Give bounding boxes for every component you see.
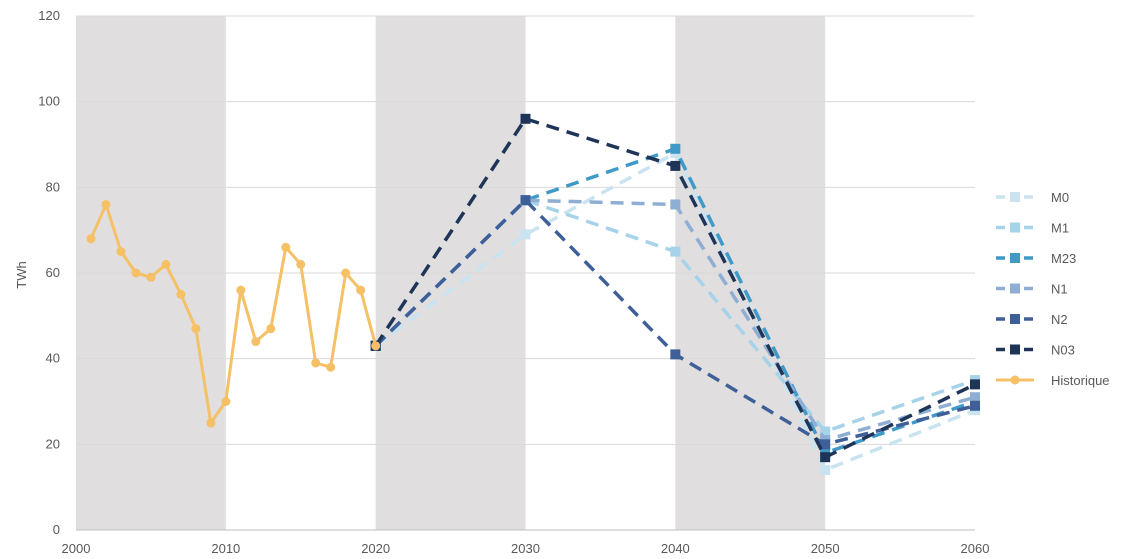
point-historique-2003	[116, 247, 126, 257]
y-tick-label-0: 0	[53, 522, 60, 537]
point-n2-2050	[820, 439, 831, 450]
y-tick-label-80: 80	[46, 179, 60, 194]
legend-item-m0: M0	[996, 190, 1069, 205]
point-historique-2010	[221, 397, 231, 406]
legend-item-m23: M23	[996, 251, 1076, 266]
y-tick-label-120: 120	[38, 8, 60, 23]
point-historique-2012	[251, 337, 261, 347]
point-n2-2030	[520, 195, 531, 206]
legend-marker-n1	[1010, 283, 1020, 294]
legend-marker-m23	[1010, 253, 1020, 263]
legend-label-m1: M1	[1051, 221, 1069, 236]
point-m0-2050	[820, 465, 831, 476]
legend-item-historique: Historique	[996, 373, 1110, 388]
point-n1-2040	[670, 199, 681, 210]
point-m0-2030	[520, 229, 531, 240]
x-tick-label-2030: 2030	[511, 541, 540, 556]
point-historique-2014	[281, 242, 291, 252]
series-historique	[86, 199, 381, 428]
point-n2-2040	[670, 349, 681, 360]
point-historique-2009	[206, 418, 216, 428]
legend-label-historique: Historique	[1051, 373, 1110, 388]
point-n03-2040	[670, 160, 681, 171]
point-historique-2006	[161, 259, 171, 269]
point-historique-2008	[191, 324, 201, 334]
point-m1-2040	[670, 246, 681, 257]
point-historique-2018	[341, 268, 351, 278]
point-historique-2019	[356, 285, 366, 295]
point-historique-2016	[311, 358, 321, 368]
legend-label-n1: N1	[1051, 282, 1068, 297]
legend-item-n1: N1	[996, 282, 1068, 297]
legend: M0 M1 M23 N1 N2 N03 Historique	[996, 190, 1110, 388]
y-tick-label-100: 100	[38, 94, 60, 109]
point-n2-2060	[970, 400, 980, 411]
point-n1-2060	[970, 392, 980, 403]
point-historique-2007	[176, 289, 186, 299]
legend-label-m23: M23	[1051, 251, 1076, 266]
point-historique-2017	[326, 362, 336, 372]
x-tick-label-2040: 2040	[661, 541, 690, 556]
point-n03-2030	[520, 113, 531, 124]
series-group	[86, 113, 980, 476]
legend-label-n2: N2	[1051, 312, 1068, 327]
point-historique-2015	[296, 259, 306, 269]
point-n03-2050	[820, 452, 831, 463]
y-tick-label-60: 60	[46, 265, 60, 280]
point-historique-2005	[146, 272, 156, 282]
point-historique-2004	[131, 268, 141, 278]
legend-marker-n2	[1010, 314, 1020, 324]
x-tick-label-2000: 2000	[62, 541, 91, 556]
legend-item-m1: M1	[996, 221, 1069, 236]
point-historique-2001	[86, 234, 96, 244]
y-axis-title: TWh	[14, 261, 29, 288]
y-tick-label-40: 40	[46, 351, 60, 366]
legend-marker-historique	[1010, 375, 1020, 385]
y-tick-label-20: 20	[46, 436, 60, 451]
point-m1-2050	[820, 426, 831, 437]
legend-item-n03: N03	[996, 343, 1075, 358]
legend-item-n2: N2	[996, 312, 1068, 327]
point-n03-2060	[970, 379, 980, 390]
x-tick-label-2020: 2020	[361, 541, 390, 556]
x-tick-label-2060: 2060	[961, 541, 990, 556]
point-historique-2011	[236, 285, 246, 295]
point-historique-2013	[266, 324, 276, 334]
legend-marker-m0	[1010, 192, 1020, 202]
point-historique-2020	[371, 341, 381, 351]
point-m23-2040	[670, 143, 681, 154]
legend-label-n03: N03	[1051, 343, 1075, 358]
point-historique-2002	[101, 199, 111, 209]
x-tick-label-2010: 2010	[211, 541, 240, 556]
legend-label-m0: M0	[1051, 190, 1069, 205]
legend-marker-m1	[1010, 222, 1020, 233]
legend-marker-n03	[1010, 344, 1020, 355]
x-tick-label-2050: 2050	[811, 541, 840, 556]
